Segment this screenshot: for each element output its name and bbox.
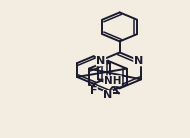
- Text: N: N: [103, 91, 112, 100]
- Text: NH: NH: [104, 76, 121, 86]
- Text: N: N: [96, 56, 106, 66]
- Text: N: N: [134, 56, 143, 66]
- Text: F: F: [90, 86, 97, 96]
